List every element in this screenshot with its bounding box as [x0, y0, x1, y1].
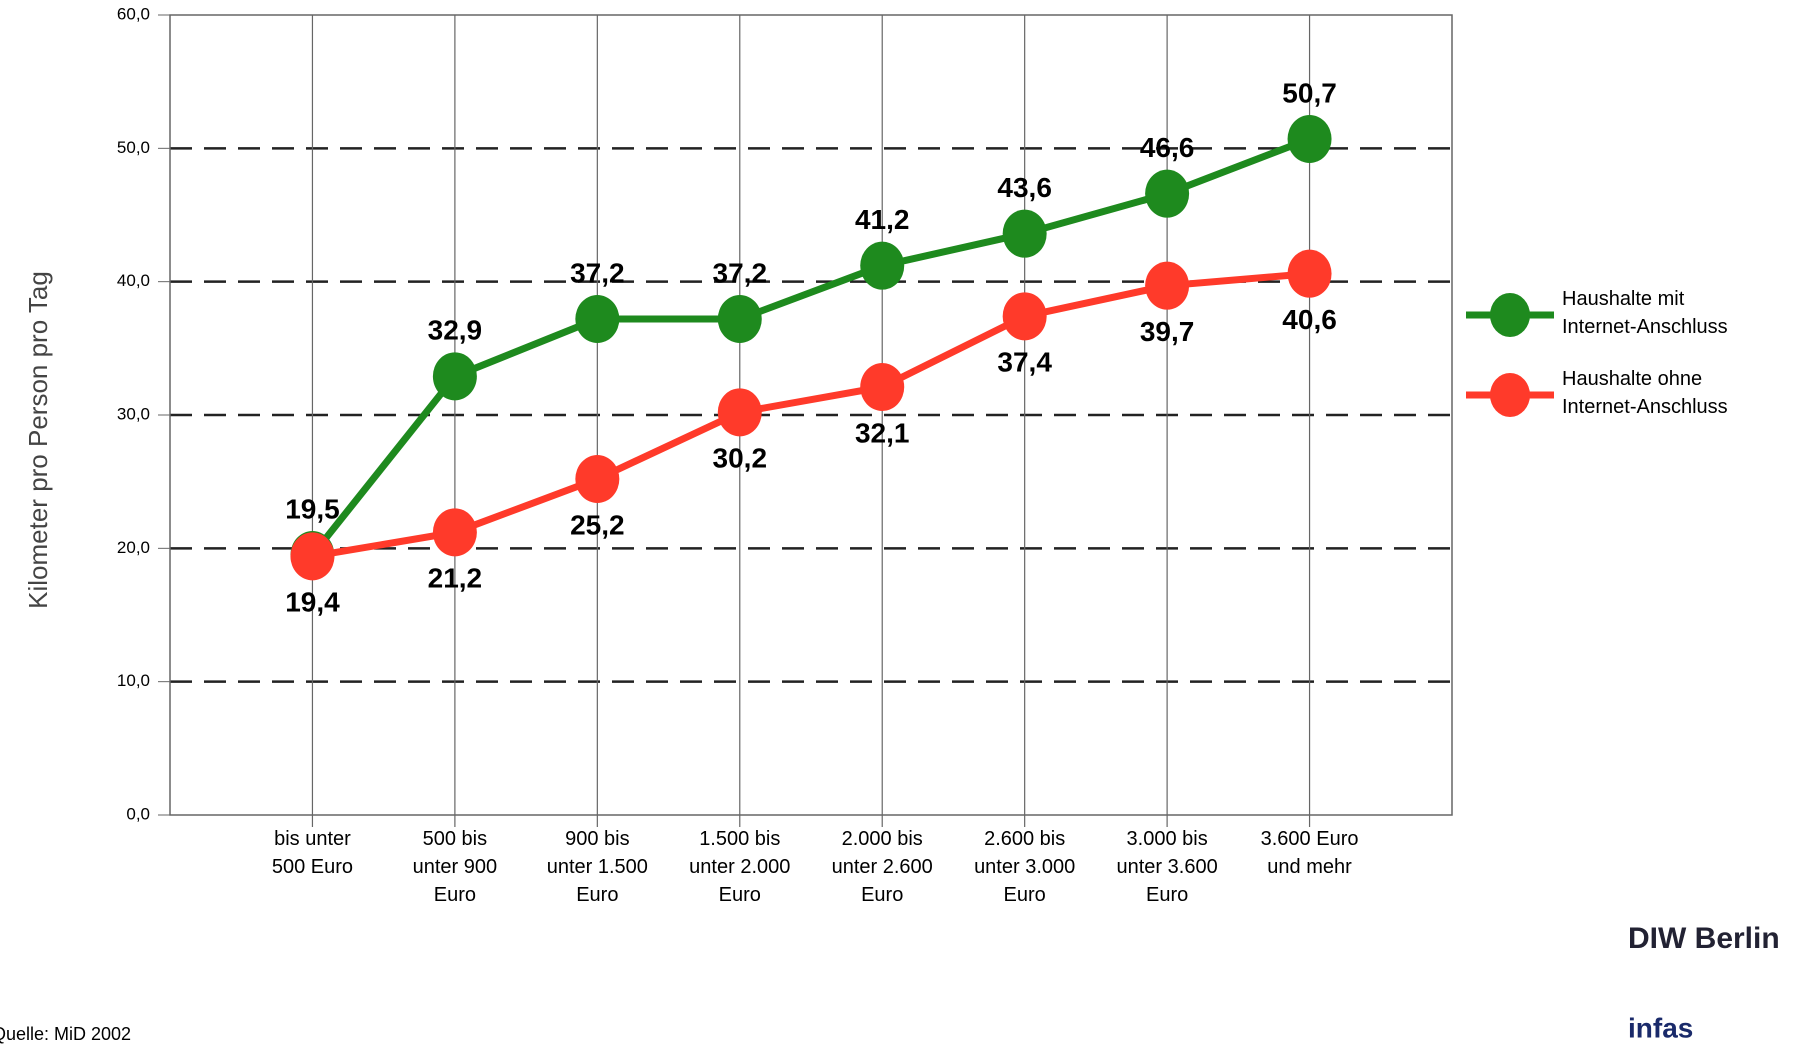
legend-label: Haushalte mit Internet-Anschluss [1562, 288, 1728, 338]
series-line [309, 135, 1311, 558]
plot-border [169, 14, 1453, 816]
data-label: 19,5 [285, 493, 340, 524]
data-label: 50,7 [1282, 77, 1337, 108]
data-label: 46,6 [1140, 132, 1195, 163]
data-point [290, 532, 335, 581]
data-label: 37,2 [570, 257, 625, 288]
data-label: 21,2 [428, 563, 483, 594]
source: Quelle: MiD 2002 [0, 1024, 131, 1044]
data-point [860, 363, 905, 411]
x-tick-label: 500 bis unter 900 Euro [413, 828, 498, 906]
x-tick-label: 2.000 bis unter 2.600 Euro [832, 828, 933, 906]
y-tick-label: 20,0 [117, 538, 150, 557]
data-point [860, 241, 905, 290]
y-tick-label: 40,0 [117, 271, 150, 290]
x-tick-label: 1.500 bis unter 2.000 Euro [689, 828, 790, 906]
data-label: 19,4 [285, 587, 340, 618]
y-tick-label: 30,0 [117, 404, 150, 423]
y-tick-label: 50,0 [117, 138, 150, 157]
data-point [1145, 261, 1190, 310]
data-point [1145, 169, 1190, 218]
data-point [1287, 249, 1332, 298]
data-point [432, 508, 477, 557]
x-tick-label: bis unter 500 Euro [272, 828, 353, 878]
data-point [1002, 209, 1047, 258]
data-point [575, 295, 620, 343]
x-tick-label: 900 bis unter 1.500 Euro [547, 828, 648, 906]
x-tick-label: 2.600 bis unter 3.000 Euro [974, 828, 1075, 906]
data-label: 37,4 [997, 347, 1052, 378]
data-label: 39,7 [1140, 316, 1195, 347]
data-label: 37,2 [713, 257, 768, 288]
x-tick-label: 3.000 bis unter 3.600 Euro [1117, 828, 1218, 906]
y-tick-label: 60,0 [117, 4, 150, 23]
data-label: 41,2 [855, 204, 910, 235]
data-label: 30,2 [713, 443, 768, 474]
data-label: 32,9 [428, 315, 483, 346]
y-axis-label: Kilometer pro Person pro Tag [23, 271, 53, 609]
data-label: 43,6 [997, 172, 1052, 203]
data-point [432, 352, 477, 401]
legend-marker [1490, 293, 1530, 337]
legend-label: Haushalte ohne Internet-Anschluss [1562, 368, 1728, 418]
data-label: 40,6 [1282, 304, 1337, 335]
data-point [575, 455, 620, 503]
data-point [717, 388, 762, 437]
logo-partner: infas [1628, 1012, 1693, 1043]
y-tick-label: 0,0 [126, 804, 150, 823]
data-point [1002, 292, 1047, 341]
logo-name: DIW Berlin [1628, 922, 1780, 955]
data-label: 32,1 [855, 417, 910, 448]
data-label: 25,2 [570, 509, 625, 540]
legend-marker [1490, 373, 1530, 417]
y-tick-label: 10,0 [117, 671, 150, 690]
series-line [311, 270, 1310, 560]
data-point [1287, 115, 1332, 163]
x-tick-label: 3.600 Euro und mehr [1261, 828, 1359, 878]
data-point [717, 295, 762, 343]
